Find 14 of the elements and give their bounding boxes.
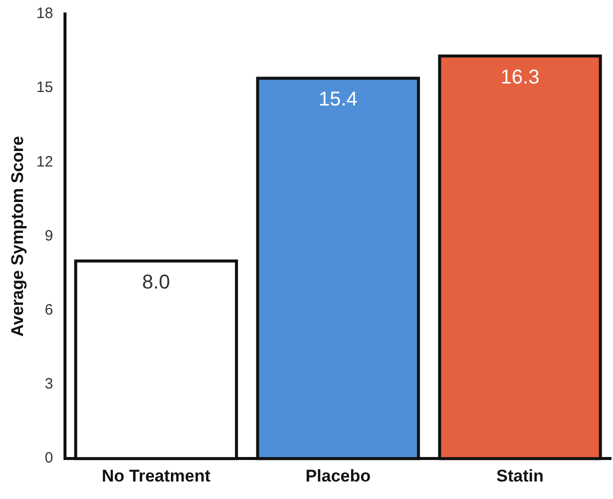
y-tick-label: 15 (36, 79, 54, 96)
y-tick-label: 12 (36, 153, 54, 170)
data-label: 8.0 (142, 272, 170, 294)
x-tick-label: Placebo (305, 466, 371, 486)
data-label: 16.3 (500, 66, 540, 89)
x-tick-label: Statin (496, 466, 544, 486)
y-tick-label: 6 (44, 302, 54, 319)
y-tick-label: 0 (44, 450, 54, 467)
x-tick-label: No Treatment (102, 466, 211, 486)
y-tick-label: 3 (44, 376, 54, 393)
y-axis-title: Average Symptom Score (8, 136, 27, 337)
y-tick-label: 18 (36, 5, 54, 22)
data-label: 15.4 (318, 88, 358, 111)
y-tick-label: 9 (44, 227, 54, 244)
